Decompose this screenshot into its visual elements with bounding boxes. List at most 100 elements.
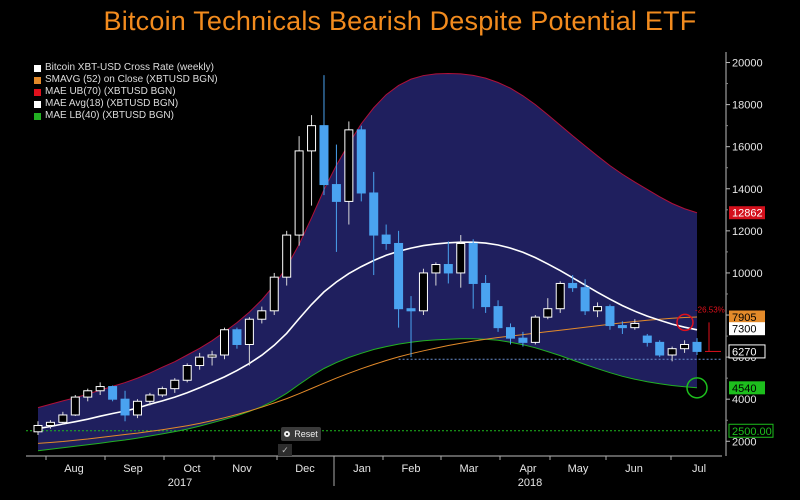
value-label-text: 12862 xyxy=(732,208,763,220)
candle xyxy=(568,275,578,292)
candle xyxy=(418,268,428,316)
candle xyxy=(443,241,453,284)
value-label-text: 4540 xyxy=(732,383,756,395)
candle xyxy=(468,239,478,309)
candle xyxy=(692,338,702,355)
candle-body xyxy=(282,234,292,278)
candle-body xyxy=(132,400,142,416)
value-label-text: 6270 xyxy=(732,346,756,358)
candle-body xyxy=(108,386,118,400)
legend: Bitcoin XBT-USD Cross Rate (weekly) SMAV… xyxy=(30,60,224,125)
x-tick-label: Dec xyxy=(295,463,315,475)
candle-body xyxy=(120,398,130,416)
series-line-mae-lb xyxy=(37,338,698,452)
candle xyxy=(232,327,242,349)
guide-layer xyxy=(26,358,722,432)
candle-body xyxy=(381,234,391,244)
x-tick-label: Sep xyxy=(123,463,143,475)
candle-body xyxy=(518,337,528,343)
candle xyxy=(493,300,503,332)
candle-body xyxy=(207,354,217,358)
reset-label: Reset xyxy=(294,429,318,439)
y-tick-label: 4000 xyxy=(732,394,756,406)
candle-body xyxy=(307,125,317,152)
value-label: 7300 xyxy=(729,322,765,336)
x-tick-label: Nov xyxy=(232,463,252,475)
candle xyxy=(157,386,167,398)
x-tick-label: Jun xyxy=(625,463,643,475)
candle xyxy=(680,340,690,353)
candle xyxy=(244,317,254,366)
candle-body xyxy=(617,325,627,329)
x-tick-label: Feb xyxy=(402,463,421,475)
candle xyxy=(344,121,354,225)
value-label-text: 7905 xyxy=(732,312,756,324)
x-tick-label: Jan xyxy=(353,463,371,475)
legend-swatch xyxy=(34,64,41,72)
candle-body xyxy=(195,356,205,367)
candle xyxy=(58,411,68,425)
candle xyxy=(518,331,528,347)
mae-envelope-band xyxy=(38,73,697,451)
series-line-sma52 xyxy=(37,316,698,444)
legend-entry-mae-lb: MAE LB(40) (XBTUSD BGN) xyxy=(34,110,218,122)
chart-title: Bitcoin Technicals Bearish Despite Poten… xyxy=(103,6,697,36)
legend-entry-sma: SMAVG (52) on Close (XBTUSD BGN) xyxy=(34,74,218,86)
candle-body xyxy=(692,341,702,352)
candle xyxy=(431,262,441,286)
candle-body xyxy=(481,282,491,308)
candle-body xyxy=(70,396,80,416)
legend-label: Bitcoin XBT-USD Cross Rate (weekly) xyxy=(45,62,214,73)
candle-body xyxy=(406,308,416,312)
value-label-text: 2500.00 xyxy=(732,426,772,438)
value-label-box xyxy=(729,206,765,220)
candle xyxy=(33,421,43,435)
candle xyxy=(220,327,230,360)
candle-body xyxy=(667,348,677,356)
legend-swatch xyxy=(34,76,41,84)
candle xyxy=(282,230,292,286)
y-tick-label: 18000 xyxy=(732,100,763,112)
legend-entry-mae-avg: MAE Avg(18) (XBTUSD BGN) xyxy=(34,98,218,110)
candle xyxy=(257,306,267,324)
value-label-box xyxy=(729,322,765,336)
candle xyxy=(381,224,391,250)
candle-body xyxy=(630,322,640,329)
x-year-label: 2018 xyxy=(518,477,542,489)
candle xyxy=(505,323,515,345)
candle xyxy=(642,333,652,347)
candle xyxy=(580,279,590,316)
candle xyxy=(655,340,665,358)
value-label: 2500.00 xyxy=(728,423,774,438)
candle-body xyxy=(468,242,478,284)
legend-swatch xyxy=(34,100,41,108)
y-tick-label: 20000 xyxy=(732,58,763,70)
candle xyxy=(555,281,565,313)
candle xyxy=(120,390,130,422)
y-tick-label: 12000 xyxy=(732,226,763,238)
x-tick-label: Oct xyxy=(183,463,200,475)
candle-body xyxy=(269,276,279,312)
legend-label: SMAVG (52) on Close (XBTUSD BGN) xyxy=(45,74,218,85)
marker-layer: -26.53% xyxy=(676,305,725,399)
legend-entry-candles: Bitcoin XBT-USD Cross Rate (weekly) xyxy=(34,62,218,74)
legend-swatch xyxy=(34,88,41,96)
y-tick-label: 2000 xyxy=(732,436,756,448)
candle xyxy=(406,296,416,358)
y-tick-label: 14000 xyxy=(732,184,763,196)
candle xyxy=(307,115,317,206)
series-line-mae-avg xyxy=(37,241,698,430)
candle-body xyxy=(580,287,590,312)
resistance-marker xyxy=(676,313,694,332)
candle-body xyxy=(170,379,180,390)
candle-body xyxy=(257,310,267,320)
reset-button[interactable]: Reset xyxy=(281,427,321,441)
candle xyxy=(182,363,192,383)
candle xyxy=(294,136,304,246)
candle-body xyxy=(83,390,93,398)
check-icon[interactable]: ✓ xyxy=(278,444,292,456)
candle xyxy=(605,304,615,330)
candle xyxy=(394,230,404,328)
candle xyxy=(319,75,329,196)
radio-icon xyxy=(284,431,291,437)
